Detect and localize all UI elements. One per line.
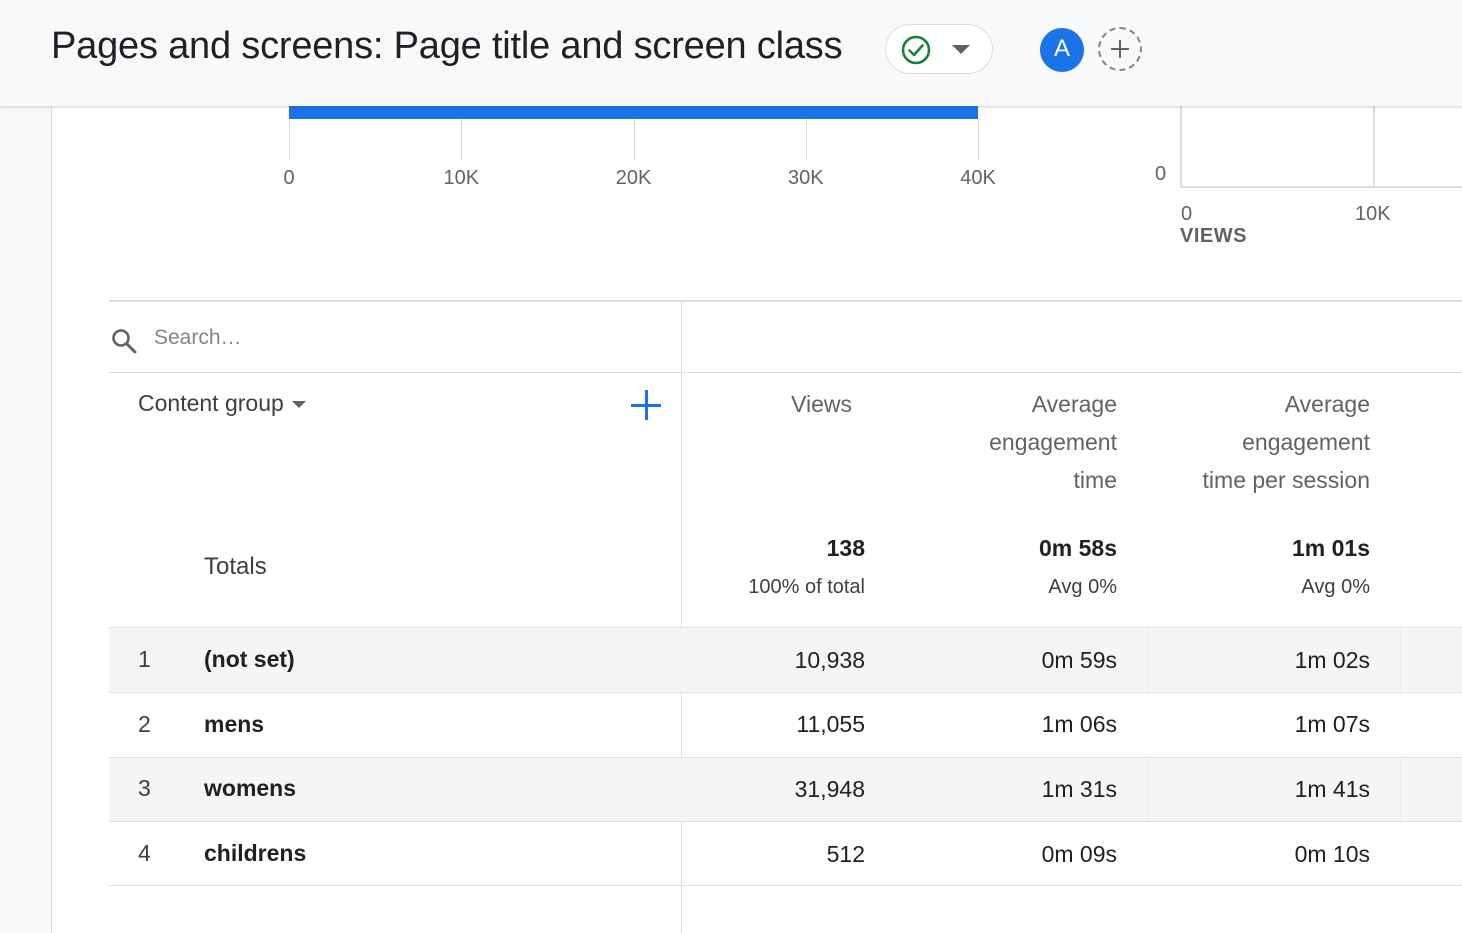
row-metric-value: 31,948 bbox=[794, 776, 865, 802]
table-row[interactable] bbox=[109, 757, 1462, 822]
column-header-avg-engagement-time[interactable]: Average engagement time bbox=[989, 385, 1117, 499]
totals-percent: 100% of total bbox=[748, 576, 865, 598]
x-tick-label: 10K bbox=[1355, 203, 1391, 225]
left-nav-rail bbox=[0, 0, 52, 933]
chevron-down-icon bbox=[952, 45, 970, 54]
chevron-down-icon bbox=[291, 401, 306, 409]
add-comparison-button[interactable] bbox=[1098, 27, 1142, 71]
search-icon bbox=[112, 329, 137, 354]
cell-divider bbox=[1147, 628, 1148, 692]
column-header-views[interactable]: Views bbox=[791, 385, 852, 423]
chart-bar[interactable] bbox=[289, 106, 978, 119]
column-header-line: time per session bbox=[1202, 467, 1370, 493]
row-metric-value: 1m 07s bbox=[1294, 711, 1370, 737]
table-row[interactable] bbox=[109, 692, 1462, 757]
report-header: Pages and screens: Page title and screen… bbox=[0, 0, 1462, 106]
column-header-line: Views bbox=[791, 391, 852, 417]
row-number: 2 bbox=[138, 711, 151, 737]
x-tick-mark bbox=[805, 119, 807, 161]
dimension-selector[interactable]: Content group bbox=[138, 390, 306, 417]
column-header-line: Average bbox=[1031, 391, 1117, 417]
x-tick-mark bbox=[978, 119, 979, 161]
row-metric-value: 512 bbox=[826, 841, 865, 867]
totals-value: 0m 58s bbox=[1038, 535, 1117, 561]
cell-divider bbox=[1147, 758, 1148, 822]
dimension-label: Content group bbox=[138, 390, 284, 416]
x-tick-label: 10K bbox=[443, 167, 480, 189]
row-metric-value: 1m 31s bbox=[1041, 776, 1117, 802]
row-metric-value: 1m 41s bbox=[1294, 776, 1370, 802]
divider bbox=[109, 885, 1462, 886]
row-metric-value: 0m 59s bbox=[1041, 647, 1117, 673]
table-row[interactable] bbox=[109, 821, 1462, 886]
y-tick-label: 0 bbox=[1155, 163, 1167, 185]
cell-divider bbox=[1400, 628, 1401, 692]
row-dimension-value[interactable]: mens bbox=[204, 711, 265, 737]
add-dimension-button[interactable] bbox=[629, 388, 663, 422]
totals-value: 1m 01s bbox=[1291, 535, 1370, 561]
column-divider bbox=[681, 302, 682, 933]
x-axis-title: VIEWS bbox=[1180, 225, 1247, 247]
column-header-line: Average bbox=[1284, 391, 1370, 417]
row-metric-value: 0m 10s bbox=[1294, 841, 1370, 867]
x-tick-label: 30K bbox=[787, 167, 824, 189]
totals-label: Totals bbox=[204, 553, 267, 580]
check-circle-icon bbox=[901, 35, 931, 65]
row-dimension-value[interactable]: childrens bbox=[204, 840, 307, 866]
x-tick-mark bbox=[633, 119, 635, 161]
page-title: Pages and screens: Page title and screen… bbox=[51, 25, 843, 67]
row-number: 3 bbox=[138, 775, 151, 801]
row-dimension-value[interactable]: (not set) bbox=[204, 646, 295, 672]
column-header-avg-engagement-per-session[interactable]: Average engagement time per session bbox=[1203, 385, 1370, 499]
search-input[interactable] bbox=[154, 320, 654, 356]
row-number: 4 bbox=[138, 840, 151, 866]
row-number: 1 bbox=[138, 646, 151, 672]
report-table bbox=[109, 300, 1462, 933]
column-header-line: time bbox=[1073, 467, 1117, 493]
x-tick-mark bbox=[461, 119, 463, 161]
scatter-chart-frame bbox=[1180, 106, 1462, 188]
totals-avg: Avg 0% bbox=[1301, 576, 1370, 598]
row-metric-value: 11,055 bbox=[796, 711, 865, 737]
row-metric-value: 0m 09s bbox=[1041, 841, 1117, 867]
row-metric-value: 1m 06s bbox=[1041, 711, 1117, 737]
x-tick-label: 20K bbox=[615, 167, 652, 189]
table-row[interactable] bbox=[109, 627, 1462, 692]
column-header-line: engagement bbox=[989, 429, 1117, 455]
totals-value: 138 bbox=[826, 535, 865, 561]
divider bbox=[109, 372, 1462, 373]
x-tick-mark bbox=[289, 119, 290, 161]
x-tick-label: 0 bbox=[283, 167, 295, 189]
cell-divider bbox=[1400, 758, 1401, 822]
row-metric-value: 10,938 bbox=[794, 647, 865, 673]
row-metric-value: 1m 02s bbox=[1294, 647, 1370, 673]
chart-gridline bbox=[1373, 106, 1375, 188]
x-tick-label: 0 bbox=[1181, 203, 1193, 225]
column-header-line: engagement bbox=[1242, 429, 1370, 455]
data-quality-dropdown[interactable] bbox=[885, 24, 993, 74]
row-dimension-value[interactable]: womens bbox=[204, 775, 297, 801]
x-tick-label: 40K bbox=[960, 167, 996, 189]
totals-avg: Avg 0% bbox=[1048, 576, 1117, 598]
comparison-avatar[interactable]: A bbox=[1040, 28, 1084, 72]
